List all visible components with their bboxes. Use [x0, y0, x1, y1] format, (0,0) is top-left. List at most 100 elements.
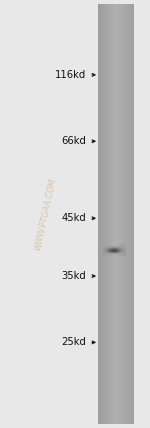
Bar — [119, 255, 120, 256]
Bar — [118, 253, 119, 254]
Bar — [119, 252, 120, 253]
Bar — [117, 254, 118, 255]
Bar — [106, 249, 107, 250]
Bar — [100, 4, 101, 424]
Bar — [112, 244, 113, 245]
Bar — [103, 4, 104, 424]
Bar — [122, 246, 123, 247]
Bar — [115, 247, 116, 248]
Bar — [106, 244, 107, 245]
Bar — [123, 254, 124, 255]
Bar — [109, 253, 110, 254]
Bar — [117, 250, 118, 251]
Bar — [114, 244, 115, 245]
Bar — [118, 245, 119, 246]
Bar — [113, 252, 114, 253]
Bar — [123, 4, 124, 424]
Bar — [109, 248, 110, 249]
Bar — [114, 250, 115, 251]
Bar — [122, 250, 123, 251]
Bar — [113, 245, 114, 246]
Bar — [115, 253, 116, 254]
Bar — [116, 250, 117, 251]
Bar — [118, 255, 119, 256]
Bar — [102, 248, 103, 249]
Bar — [121, 250, 122, 251]
Bar — [125, 247, 126, 248]
Bar — [104, 252, 105, 253]
Bar — [120, 247, 121, 248]
Bar — [109, 254, 110, 255]
Bar — [109, 252, 110, 253]
Bar — [113, 250, 114, 251]
Bar — [107, 246, 108, 247]
Bar — [123, 249, 124, 250]
Bar — [111, 248, 112, 249]
Bar — [105, 252, 106, 253]
Bar — [109, 4, 110, 424]
Bar — [120, 253, 121, 254]
Bar — [102, 252, 103, 253]
Bar — [110, 245, 111, 246]
Bar — [117, 4, 118, 424]
Bar — [105, 4, 106, 424]
Bar — [121, 252, 122, 253]
Bar — [109, 247, 110, 248]
Bar — [114, 4, 115, 424]
Bar — [102, 247, 103, 248]
Bar — [105, 244, 106, 245]
Bar — [109, 246, 110, 247]
Bar — [116, 252, 117, 253]
Bar — [119, 248, 120, 249]
Bar — [108, 249, 109, 250]
Bar — [108, 244, 109, 245]
Bar — [125, 254, 126, 255]
Bar — [124, 254, 125, 255]
Bar — [120, 255, 121, 256]
Bar — [110, 253, 111, 254]
Bar — [106, 252, 107, 253]
Bar — [102, 253, 103, 254]
Bar — [119, 4, 120, 424]
Bar — [107, 248, 108, 249]
Bar — [117, 246, 118, 247]
Bar — [123, 251, 124, 252]
Bar — [113, 248, 114, 249]
Bar — [118, 4, 119, 424]
Bar — [103, 254, 104, 255]
Bar — [114, 252, 115, 253]
Bar — [103, 245, 104, 246]
Bar — [119, 253, 120, 254]
Bar — [104, 249, 105, 250]
Bar — [124, 246, 125, 247]
Bar — [118, 254, 119, 255]
Bar — [124, 244, 125, 245]
Bar — [118, 249, 119, 250]
Bar — [108, 246, 109, 247]
Bar — [124, 252, 125, 253]
Bar — [103, 255, 104, 256]
Text: 25kd: 25kd — [61, 337, 86, 348]
Bar — [115, 4, 116, 424]
Bar — [125, 250, 126, 251]
Bar — [114, 247, 115, 248]
Bar — [107, 249, 108, 250]
Bar — [119, 250, 120, 251]
Bar — [122, 248, 123, 249]
Bar — [118, 244, 119, 245]
Bar — [116, 255, 117, 256]
Bar — [118, 246, 119, 247]
Bar — [113, 246, 114, 247]
Bar — [123, 245, 124, 246]
Bar — [113, 251, 114, 252]
Bar — [107, 255, 108, 256]
Bar — [107, 254, 108, 255]
Bar — [116, 247, 117, 248]
Bar — [106, 250, 107, 251]
Bar — [123, 252, 124, 253]
Bar — [110, 247, 111, 248]
Bar — [105, 246, 106, 247]
Bar — [104, 253, 105, 254]
Bar — [118, 252, 119, 253]
Bar — [105, 254, 106, 255]
